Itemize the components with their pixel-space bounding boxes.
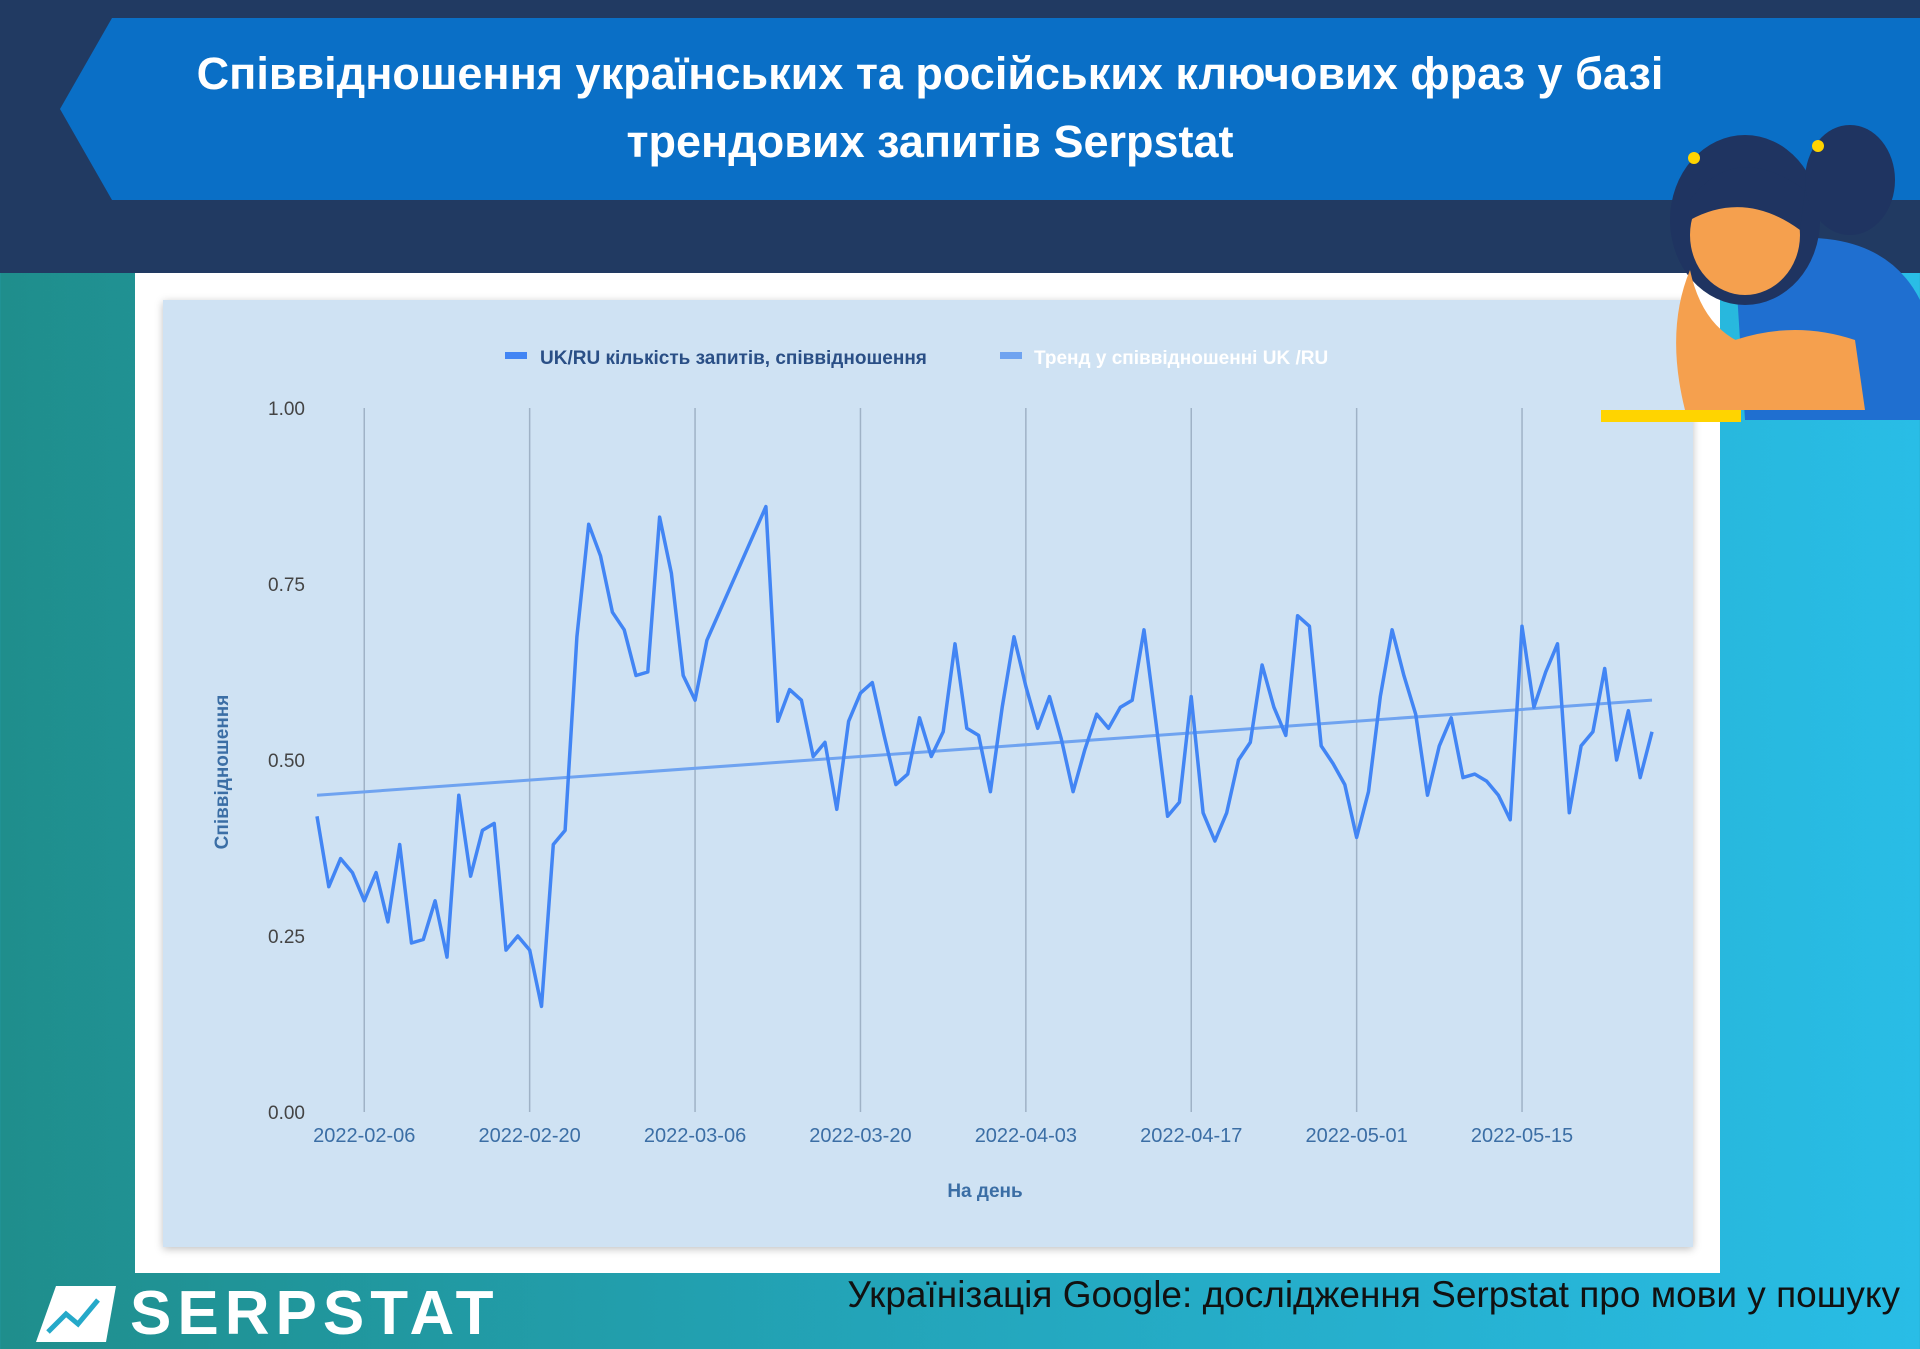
title-line-1: Співвідношення українських та російських…	[196, 48, 1664, 99]
chart-background	[163, 300, 1693, 1247]
legend-swatch-trend	[1000, 352, 1022, 359]
y-tick-label: 0.75	[268, 575, 305, 596]
x-tick-label: 2022-03-06	[644, 1125, 746, 1147]
serpstat-logo: SERPSTAT	[36, 1278, 500, 1349]
x-tick-label: 2022-05-15	[1471, 1125, 1573, 1147]
page-title: Співвідношення українських та російських…	[120, 40, 1740, 176]
title-banner	[60, 18, 1920, 200]
trend-line	[316, 698, 1653, 797]
legend-swatch-series	[505, 352, 527, 359]
x-axis-title: На день	[947, 1181, 1022, 1202]
x-tick-label: 2022-04-03	[975, 1125, 1077, 1147]
y-tick-label: 0.50	[268, 751, 305, 772]
title-line-2: трендових запитів Serpstat	[626, 116, 1234, 167]
x-tick-label: 2022-05-01	[1305, 1125, 1407, 1147]
footer-caption: Українізація Google: дослідження Serpsta…	[847, 1274, 1900, 1315]
x-tick-label: 2022-02-20	[478, 1125, 580, 1147]
y-tick-label: 1.00	[268, 399, 305, 420]
x-tick-label: 2022-03-20	[809, 1125, 911, 1147]
legend-label-trend: Тренд у співвідношенні UK /RU	[1034, 348, 1328, 369]
legend-label-series: UK/RU кількість запитів, співвідношення	[540, 348, 927, 369]
series-line	[315, 504, 1654, 1009]
y-tick-label: 0.25	[268, 927, 305, 948]
x-tick-label: 2022-04-17	[1140, 1125, 1242, 1147]
serpstat-logo-icon	[36, 1285, 116, 1342]
logo-text: SERPSTAT	[130, 1279, 500, 1348]
y-axis-title: Співвідношення	[212, 695, 233, 850]
x-tick-label: 2022-02-06	[313, 1125, 415, 1147]
girl-illustration	[1601, 125, 1920, 422]
y-tick-label: 0.00	[268, 1103, 305, 1124]
